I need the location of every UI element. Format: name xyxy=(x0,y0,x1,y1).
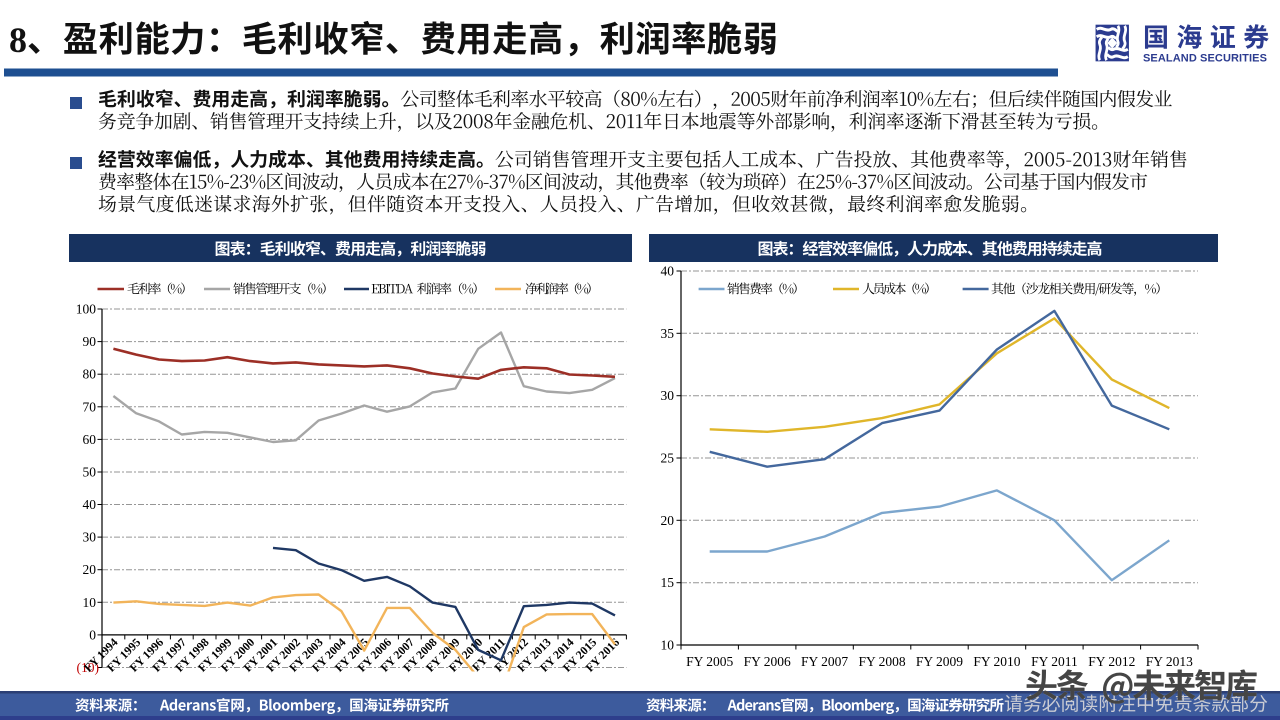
svg-text:FY 2008: FY 2008 xyxy=(859,654,906,669)
svg-text:(10): (10) xyxy=(77,660,100,675)
svg-text:100: 100 xyxy=(76,302,97,317)
svg-text:FY 2010: FY 2010 xyxy=(973,654,1020,669)
svg-text:70: 70 xyxy=(83,399,97,414)
svg-text:50: 50 xyxy=(83,465,97,480)
svg-text:20: 20 xyxy=(661,513,675,528)
svg-text:30: 30 xyxy=(83,530,97,545)
svg-text:FY 2007: FY 2007 xyxy=(801,654,848,669)
svg-text:25: 25 xyxy=(661,451,675,466)
svg-text:FY 2005: FY 2005 xyxy=(686,654,733,669)
svg-text:15: 15 xyxy=(661,575,675,590)
svg-text:FY 2006: FY 2006 xyxy=(744,654,791,669)
svg-text:SEALAND SECURITIES: SEALAND SECURITIES xyxy=(1143,53,1267,65)
svg-text:FY 2011: FY 2011 xyxy=(1031,654,1078,669)
svg-text:FY 2013: FY 2013 xyxy=(1146,654,1193,669)
svg-text:40: 40 xyxy=(661,264,675,279)
svg-text:8: 8 xyxy=(9,20,27,60)
svg-text:80: 80 xyxy=(83,367,97,382)
svg-text:35: 35 xyxy=(661,326,675,341)
svg-text:10: 10 xyxy=(83,595,97,610)
svg-text:10: 10 xyxy=(661,638,675,653)
svg-text:FY 2012: FY 2012 xyxy=(1088,654,1135,669)
svg-text:20: 20 xyxy=(83,562,97,577)
svg-text:40: 40 xyxy=(83,497,97,512)
svg-text:0: 0 xyxy=(89,627,96,642)
svg-text:FY 2009: FY 2009 xyxy=(916,654,963,669)
svg-text:60: 60 xyxy=(83,432,97,447)
svg-text:90: 90 xyxy=(83,334,97,349)
svg-text:30: 30 xyxy=(661,388,675,403)
